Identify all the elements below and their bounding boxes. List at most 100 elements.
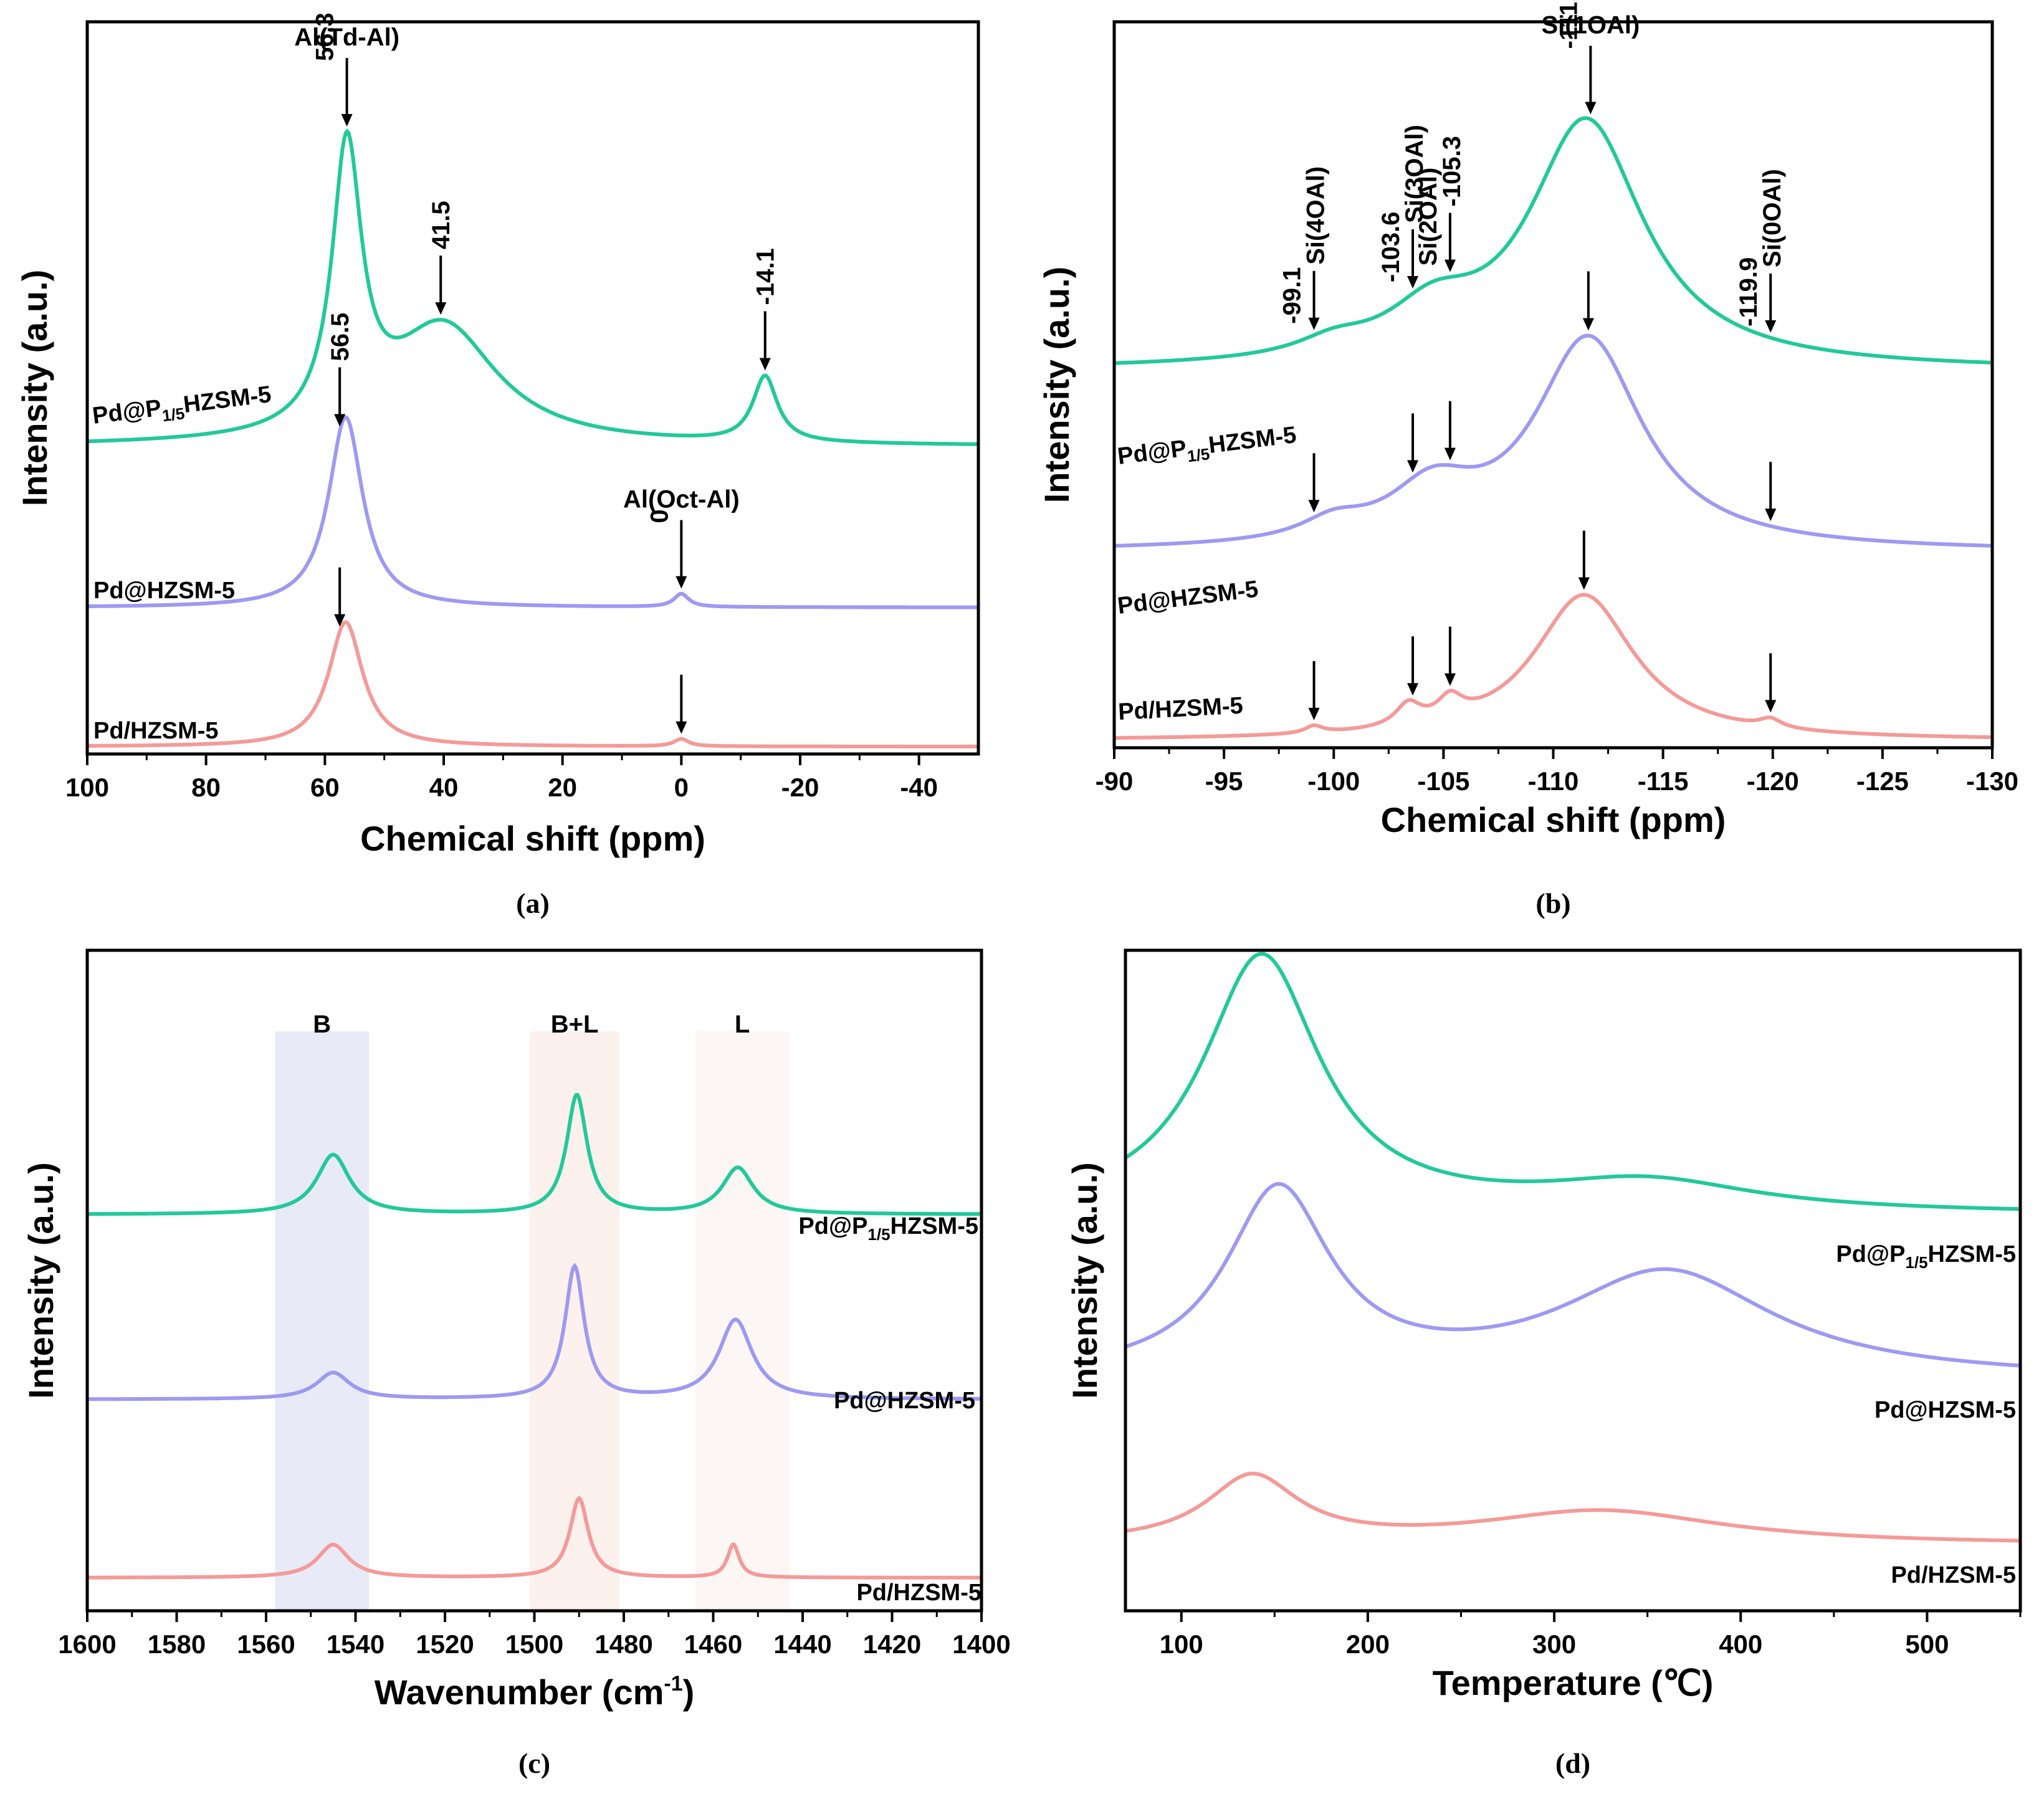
arrow-marker-b-14 bbox=[1765, 462, 1777, 522]
annotation-b-5: -103.6 bbox=[1377, 212, 1405, 282]
x-tick-label-b-8: -130 bbox=[1966, 766, 2018, 796]
arrow-marker-b-0 bbox=[1585, 45, 1597, 115]
arrow-head bbox=[341, 114, 353, 127]
arrow-marker-b-16 bbox=[1308, 661, 1320, 720]
x-axis-title-a: Chemical shift (ppm) bbox=[360, 819, 705, 858]
x-axis-title-c: Wavenumber (cm-1) bbox=[375, 1672, 695, 1712]
panel-label-c: (c) bbox=[518, 1747, 550, 1779]
arrow-head bbox=[1407, 683, 1419, 696]
annotation-b-6: Si(2OAl) bbox=[1415, 168, 1442, 266]
series-line-b-2 bbox=[1114, 593, 1993, 740]
y-axis-title-b: Intensity (a.u.) bbox=[1037, 267, 1076, 503]
x-tick-label-b-2: -100 bbox=[1307, 766, 1360, 796]
arrow-marker-b-18 bbox=[1444, 626, 1456, 686]
arrow-head bbox=[676, 721, 687, 734]
panel-label-d: (d) bbox=[1555, 1747, 1590, 1779]
arrow-head bbox=[1765, 320, 1777, 333]
x-tick-label-c-7: 1460 bbox=[684, 1629, 742, 1659]
x-axis-title-d: Temperature (℃) bbox=[1433, 1663, 1714, 1702]
x-tick-label-a-3: 40 bbox=[429, 773, 459, 802]
annotation-b-4: Si(3OAl) bbox=[1401, 125, 1428, 223]
arrow-marker-b-2 bbox=[1308, 270, 1320, 330]
arrow-head bbox=[1585, 102, 1597, 115]
arrow-head bbox=[1308, 500, 1320, 513]
band-c-0 bbox=[275, 1031, 370, 1611]
annotation-a-6: 0 bbox=[646, 509, 673, 523]
x-tick-label-d-4: 500 bbox=[1905, 1629, 1949, 1659]
series-line-b-0 bbox=[1114, 116, 1993, 365]
arrow-marker-b-7 bbox=[1444, 212, 1456, 272]
x-tick-label-b-6: -120 bbox=[1747, 766, 1799, 796]
series-label-a-1: Pd@HZSM-5 bbox=[93, 578, 235, 604]
x-tick-label-b-5: -115 bbox=[1638, 766, 1689, 796]
x-tick-label-a-1: 80 bbox=[191, 773, 221, 802]
arrow-marker-a-5 bbox=[676, 520, 687, 589]
annotation-b-0: Si(1OAl) bbox=[1541, 11, 1640, 39]
arrow-head bbox=[435, 302, 447, 315]
plot-frame-a bbox=[85, 20, 980, 756]
annotation-b-8: Si(0OAl) bbox=[1759, 169, 1786, 267]
x-tick-label-c-9: 1420 bbox=[863, 1629, 921, 1659]
arrow-head bbox=[334, 414, 346, 427]
x-tick-label-b-4: -110 bbox=[1528, 766, 1579, 796]
x-tick-label-d-1: 200 bbox=[1346, 1629, 1390, 1659]
arrow-head bbox=[676, 576, 687, 589]
annotation-b-2: Si(4OAl) bbox=[1302, 166, 1330, 265]
annotation-a-3: -14.1 bbox=[752, 248, 780, 305]
series-label-a-2: Pd/HZSM-5 bbox=[93, 718, 219, 744]
arrow-head bbox=[1308, 707, 1320, 720]
arrow-marker-a-2 bbox=[435, 255, 447, 315]
series-label-d-2: Pd/HZSM-5 bbox=[1891, 1562, 2016, 1588]
arrow-marker-b-10 bbox=[1582, 271, 1594, 331]
band-label-c-2: L bbox=[735, 1011, 750, 1038]
x-tick-label-a-4: 20 bbox=[548, 773, 577, 802]
arrow-marker-b-4 bbox=[1407, 229, 1419, 289]
arrow-marker-b-15 bbox=[1578, 530, 1590, 590]
annotation-a-5: Al(Oct-Al) bbox=[623, 486, 740, 513]
arrow-marker-b-19 bbox=[1765, 653, 1777, 713]
arrow-head bbox=[1444, 447, 1456, 460]
plot-frame-b bbox=[1112, 20, 1994, 750]
series-label-d-1: Pd@HZSM-5 bbox=[1874, 1397, 2016, 1423]
band-c-2 bbox=[695, 1031, 790, 1611]
annotation-a-1: 56.3 bbox=[312, 12, 339, 61]
arrow-head bbox=[1578, 577, 1590, 590]
x-tick-label-c-5: 1500 bbox=[505, 1629, 563, 1659]
arrow-head bbox=[1407, 275, 1419, 289]
arrow-head bbox=[334, 614, 346, 627]
series-line-c-1 bbox=[87, 1262, 981, 1401]
x-tick-label-c-2: 1560 bbox=[237, 1629, 295, 1659]
x-tick-label-a-0: 100 bbox=[65, 773, 109, 802]
x-tick-label-d-2: 300 bbox=[1532, 1629, 1576, 1659]
annotation-a-4: 56.5 bbox=[327, 313, 354, 361]
x-tick-label-a-7: -40 bbox=[900, 773, 938, 802]
series-line-a-0 bbox=[87, 128, 979, 446]
x-tick-label-b-1: -95 bbox=[1205, 766, 1243, 796]
arrow-head bbox=[1765, 700, 1777, 713]
arrow-head bbox=[1765, 508, 1777, 522]
y-axis-title-d: Intensity (a.u.) bbox=[1065, 1162, 1104, 1399]
x-tick-label-c-1: 1580 bbox=[148, 1629, 206, 1659]
panel-label-b: (b) bbox=[1535, 887, 1570, 919]
series-line-b-1 bbox=[1114, 333, 1993, 548]
arrow-head bbox=[1582, 318, 1594, 331]
x-tick-label-c-3: 1540 bbox=[327, 1629, 384, 1659]
x-axis-title-b: Chemical shift (ppm) bbox=[1381, 800, 1726, 839]
annotation-b-3: -99.1 bbox=[1279, 267, 1306, 324]
band-label-c-1: B+L bbox=[551, 1011, 599, 1038]
arrow-marker-a-4 bbox=[334, 367, 346, 427]
series-line-c-2 bbox=[87, 1496, 981, 1580]
series-line-d-0 bbox=[1124, 952, 2020, 1211]
series-line-a-2 bbox=[87, 620, 978, 748]
annotation-b-9: -119.9 bbox=[1735, 257, 1762, 327]
x-tick-label-d-3: 400 bbox=[1719, 1629, 1762, 1659]
series-label-d-0: Pd@P1/5HZSM-5 bbox=[1836, 1241, 2016, 1272]
arrow-marker-a-0 bbox=[341, 58, 353, 127]
series-label-b-1: Pd@HZSM-5 bbox=[1116, 576, 1259, 619]
x-tick-label-c-4: 1520 bbox=[416, 1629, 474, 1659]
y-axis-title-c: Intensity (a.u.) bbox=[21, 1162, 60, 1399]
arrow-marker-b-8 bbox=[1765, 273, 1777, 333]
series-line-d-2 bbox=[1125, 1471, 2020, 1543]
series-label-b-0: Pd@P1/5HZSM-5 bbox=[1116, 422, 1298, 474]
